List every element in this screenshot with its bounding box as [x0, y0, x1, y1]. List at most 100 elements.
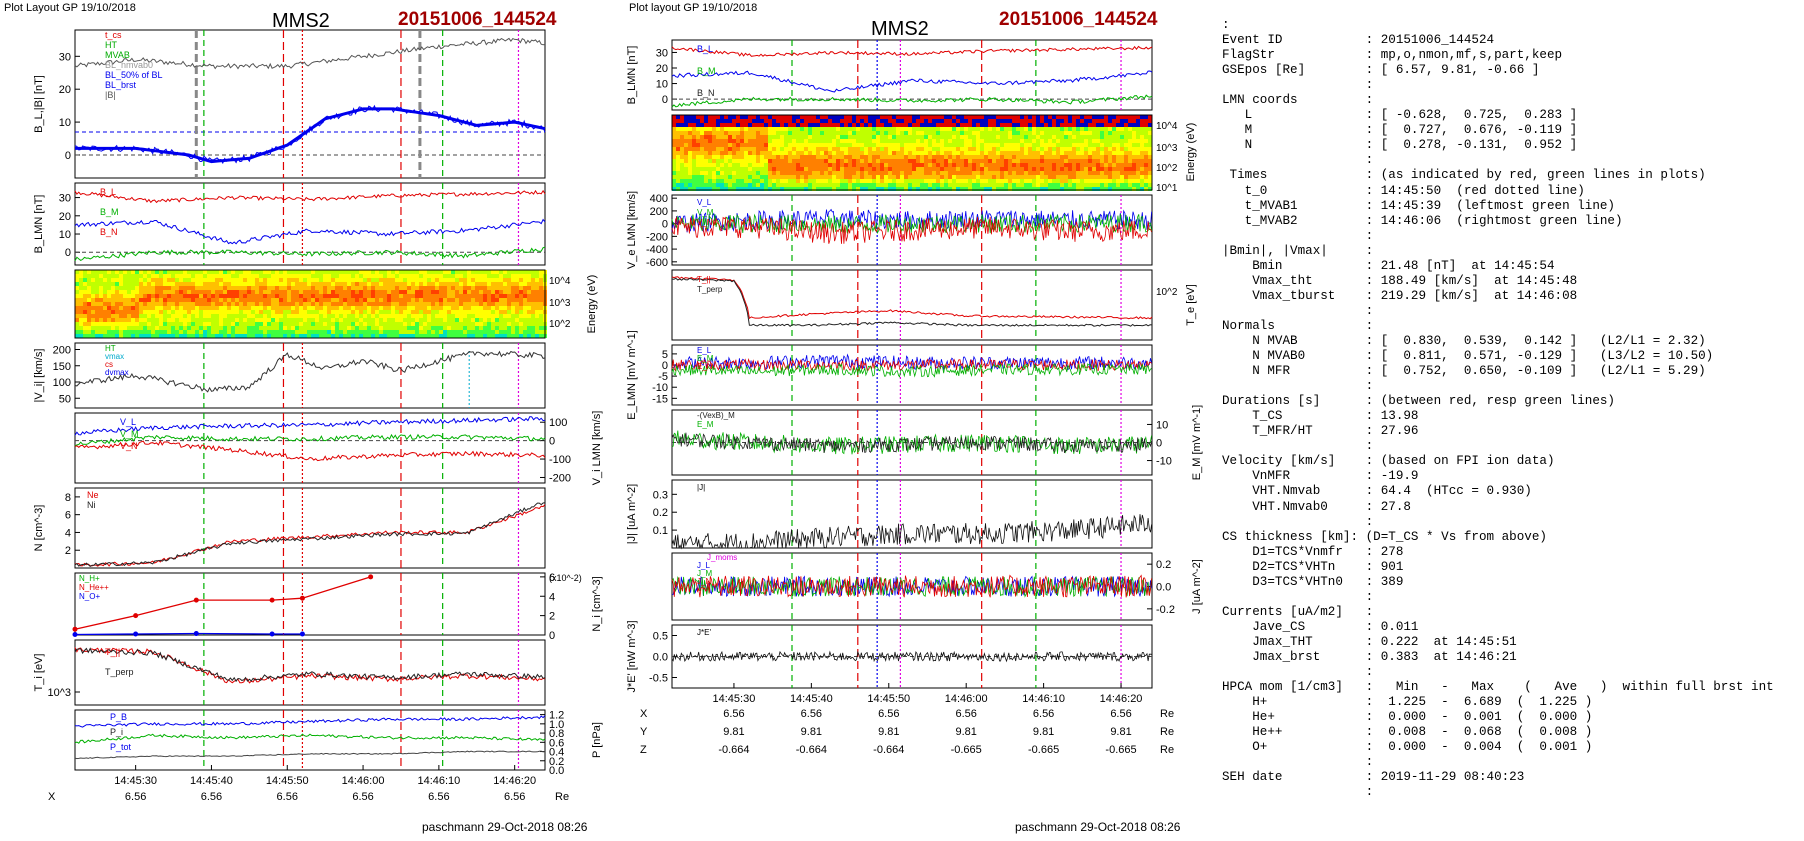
spectrogram-cell — [155, 334, 159, 338]
spectrogram-cell — [1016, 159, 1020, 163]
spectrogram-cell — [139, 322, 143, 326]
y-tick-label: -400 — [646, 244, 668, 256]
spectrogram-cell — [780, 151, 784, 155]
spectrogram-cell — [431, 302, 435, 306]
spectrogram-cell — [720, 143, 724, 147]
spectrogram-cell — [203, 274, 207, 278]
spectrogram-cell — [1060, 155, 1064, 159]
spectrogram-cell — [736, 163, 740, 167]
spectrogram-cell — [1044, 151, 1048, 155]
series-v-m — [74, 433, 546, 447]
spectrogram-cell — [507, 270, 511, 274]
spectrogram-cell — [1008, 147, 1012, 151]
panel-current-magnitude: 0.30.20.1|J| [uA m^-2] |J| — [626, 479, 1153, 550]
spectrogram-cell — [1008, 175, 1012, 179]
spectrogram-cell — [487, 314, 491, 318]
info-line: t_MVAB2 : 14:46:06 (rightmost green line… — [1222, 213, 1623, 228]
spectrogram-cell — [736, 123, 740, 127]
spectrogram-cell — [407, 278, 411, 282]
spectrogram-cell — [363, 330, 367, 334]
spectrogram-cell — [191, 278, 195, 282]
spectrogram-cell — [740, 131, 744, 135]
spectrogram-cell — [407, 330, 411, 334]
spectrogram-cell — [964, 167, 968, 171]
spectrogram-cell — [936, 143, 940, 147]
spectrogram-cell — [1068, 119, 1072, 123]
spectrogram-cell — [199, 314, 203, 318]
spectrogram-cell — [1080, 131, 1084, 135]
spectrogram-cell — [924, 159, 928, 163]
spectrogram-cell — [1144, 147, 1148, 151]
spectrogram-cell — [1140, 115, 1144, 119]
spectrogram-cell — [431, 286, 435, 290]
spectrogram-cell — [431, 322, 435, 326]
spectrogram-cell — [279, 298, 283, 302]
spectrogram-cell — [932, 127, 936, 131]
spectrogram-cell — [419, 310, 423, 314]
spectrogram-cell — [744, 131, 748, 135]
spectrogram-cell — [1092, 159, 1096, 163]
spectrogram-cell — [1048, 135, 1052, 139]
spectrogram-cell — [463, 282, 467, 286]
spectrogram-cell — [672, 155, 676, 159]
spectrogram-cell — [760, 167, 764, 171]
spectrogram-cell — [159, 270, 163, 274]
spectrogram-cell — [495, 322, 499, 326]
spectrogram-cell — [832, 123, 836, 127]
spectrogram-cell — [103, 314, 107, 318]
spectrogram-cell — [676, 127, 680, 131]
spectrogram-cell — [1144, 139, 1148, 143]
spectrogram-cell — [363, 294, 367, 298]
spectrogram-cell — [948, 115, 952, 119]
spectrogram-cell — [227, 270, 231, 274]
spectrogram-cell — [159, 290, 163, 294]
spectrogram-cell — [820, 171, 824, 175]
spectrogram-cell — [1016, 115, 1020, 119]
spectrogram-cell — [199, 298, 203, 302]
spectrogram-cell — [259, 286, 263, 290]
spectrogram-cell — [507, 314, 511, 318]
spectrogram-cell — [539, 318, 543, 322]
spectrogram-cell — [411, 298, 415, 302]
spectrogram-cell — [1084, 115, 1088, 119]
spectrogram-cell — [1012, 179, 1016, 183]
spectrogram-cell — [267, 310, 271, 314]
spectrogram-cell — [359, 286, 363, 290]
spectrogram-cell — [155, 322, 159, 326]
spectrogram-cell — [888, 175, 892, 179]
spectrogram-cell — [820, 183, 824, 187]
spectrogram-cell — [680, 167, 684, 171]
spectrogram-cell — [399, 334, 403, 338]
spectrogram-cell — [371, 290, 375, 294]
spectrogram-cell — [996, 139, 1000, 143]
spectrogram-cell — [996, 167, 1000, 171]
spectrogram-cell — [527, 282, 531, 286]
spectrogram-cell — [91, 322, 95, 326]
spectrogram-cell — [343, 294, 347, 298]
spectrogram-cell — [159, 330, 163, 334]
spectrogram-cell — [459, 330, 463, 334]
spectrogram-cell — [131, 282, 135, 286]
spectrogram-cell — [331, 290, 335, 294]
spectrogram-cell — [1084, 171, 1088, 175]
spectrogram-cell — [191, 310, 195, 314]
spectrogram-cell — [515, 270, 519, 274]
spectrogram-cell — [1040, 147, 1044, 151]
series-he-plus-plus — [74, 576, 371, 630]
y-axis-label: B_L,|B| [nT] — [33, 75, 45, 133]
spectrogram-cell — [403, 318, 407, 322]
spectrogram-cell — [868, 155, 872, 159]
spectrogram-cell — [447, 282, 451, 286]
spectrogram-cell — [519, 286, 523, 290]
spectrogram-cell — [1040, 139, 1044, 143]
spectrogram-cell — [1032, 163, 1036, 167]
spectrogram-cell — [752, 139, 756, 143]
series-label: E_M — [697, 354, 714, 363]
spectrogram-cell — [832, 119, 836, 123]
spectrogram-cell — [1148, 151, 1152, 155]
spectrogram-cell — [295, 322, 299, 326]
spectrogram-cell — [1092, 135, 1096, 139]
spectrogram-cell — [692, 119, 696, 123]
spectrogram-cell — [852, 127, 856, 131]
spectrogram-cell — [952, 119, 956, 123]
